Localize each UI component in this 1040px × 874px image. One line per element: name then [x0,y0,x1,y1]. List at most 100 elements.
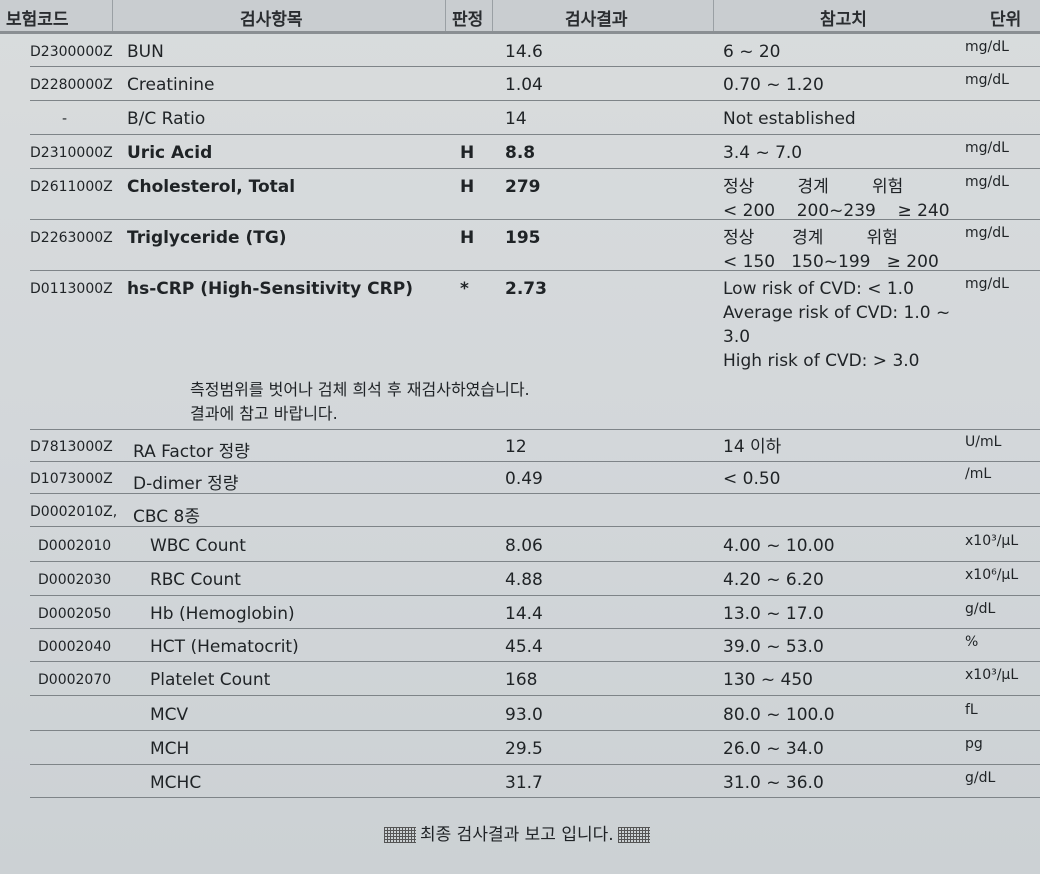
reference-line: Not established [723,109,856,129]
table-row: D0002070 Platelet Count 168 130 ~ 450 x10³/μ… [30,662,1040,696]
test-name: D-dimer 정량 [133,474,239,494]
test-code: D2263000Z [30,230,113,246]
header-unit: 단위 [990,10,1022,30]
test-code: D0002040 [38,638,112,655]
reference-line: Low risk of CVD: < 1.0 [723,279,914,299]
reference-range: 4.20 ~ 6.20 [723,568,824,592]
reference-range: 13.0 ~ 17.0 [723,602,824,626]
judgement-flag: H [460,143,475,163]
unit: g/dL [965,600,996,617]
unit: x10³/μL [965,667,1019,683]
reference-line: 4.20 ~ 6.20 [723,570,824,590]
note-line: 측정범위를 벗어나 검체 희석 후 재검사하였습니다. [190,380,530,399]
test-name: hs-CRP (High-Sensitivity CRP) [127,279,413,299]
test-name: MCV [150,704,189,725]
unit: pg [965,736,983,752]
unit: mg/dL [965,174,1009,190]
test-code: D2611000Z [30,179,113,195]
table-row: D2300000Z BUN 14.6 6 ~ 20 mg/dL [30,34,1040,67]
reference-line: 31.0 ~ 36.0 [723,772,824,793]
test-result: 0.49 [505,469,543,489]
table-row: D0002010Z, CBC 8종 [30,494,1040,527]
reference-range: < 0.50 [723,467,781,491]
table-row: D1073000Z D-dimer 정량 0.49 < 0.50/mL [30,462,1040,494]
reference-line: 6 ~ 20 [723,41,781,62]
test-code: D2280000Z [30,77,113,93]
hatch-mark-icon [384,827,416,843]
header-flag: 판정 [452,10,484,30]
unit: U/mL [965,434,1002,450]
header-item: 검사항목 [240,10,303,30]
unit: x10³/μL [965,532,1019,549]
judgement-flag: H [460,228,475,248]
test-result: 195 [505,228,541,248]
unit: fL [965,701,978,718]
test-result: 14.4 [505,603,543,624]
test-name: MCHC [150,772,202,793]
header-reference: 참고치 [820,10,867,30]
judgement-flag: H [460,177,475,197]
reference-range: 6 ~ 20 [723,40,781,64]
test-result: 29.5 [505,739,543,759]
test-name: WBC Count [150,535,246,556]
reference-range: 80.0 ~ 100.0 [723,703,835,727]
test-code: D1073000Z [30,471,113,487]
reference-line: Average risk of CVD: 1.0 ~ [723,303,951,323]
reference-line: 14 이하 [723,437,782,457]
test-code: D0113000Z [30,281,113,297]
test-code: D0002010 [38,537,112,554]
reference-range: 정상 경계 위험 < 150 150~199 ≥ 200 [723,226,939,274]
test-code: D0002070 [38,672,112,688]
reference-line: 80.0 ~ 100.0 [723,704,835,725]
unit: mg/dL [965,140,1009,156]
unit: % [965,633,979,650]
reference-line: 13.0 ~ 17.0 [723,603,824,624]
footer-text: 최종 검사결과 보고 입니다. [420,825,614,845]
reference-line: 3.4 ~ 7.0 [723,143,803,163]
table-row: D0002040 HCT (Hematocrit) 45.4 39.0 ~ 53.0% [30,629,1040,662]
reference-line: 4.00 ~ 10.00 [723,535,835,556]
test-code: D2300000Z [30,43,113,60]
reference-line: High risk of CVD: > 3.0 [723,351,920,371]
reference-range: 31.0 ~ 36.0 [723,771,824,795]
test-name: Cholesterol, Total [127,177,296,197]
judgement-flag: * [460,279,469,299]
unit: g/dL [965,769,996,786]
table-row: D2310000Z Uric Acid H 8.8 3.4 ~ 7.0 mg/dL [30,135,1040,169]
unit: mg/dL [965,72,1009,88]
table-header: 보험코드 검사항목 판정 검사결과 참고치 단위 [0,0,1040,34]
test-result: 2.73 [505,279,547,299]
reference-line: 26.0 ~ 34.0 [723,739,824,759]
test-code: D0002030 [38,572,112,588]
reference-line: < 150 150~199 ≥ 200 [723,252,939,272]
test-result: 14.6 [505,41,543,62]
test-result: 168 [505,670,538,690]
test-code: D2310000Z [30,145,113,161]
reference-range: 26.0 ~ 34.0 [723,737,824,761]
reference-range: 0.70 ~ 1.20 [723,73,824,97]
table-row: D0002050 Hb (Hemoglobin) 14.4 13.0 ~ 17.0 g/… [30,596,1040,629]
reference-range: 정상 경계 위험 < 200 200~239 ≥ 240 [723,175,950,223]
test-name: Hb (Hemoglobin) [150,603,295,624]
test-result: 31.7 [505,772,543,793]
hatch-mark-icon [617,827,650,843]
test-result: 14 [505,109,527,129]
table-row: MCH 29.5 26.0 ~ 34.0 pg [30,731,1040,765]
test-name: RBC Count [150,570,241,590]
test-name: Uric Acid [127,143,213,163]
reference-line: 39.0 ~ 53.0 [723,636,824,657]
reference-range: 130 ~ 450 [723,668,813,692]
test-result: 12 [505,437,527,457]
unit: mg/dL [965,38,1009,55]
reference-range: 39.0 ~ 53.0 [723,635,824,659]
reference-line: < 200 200~239 ≥ 240 [723,201,950,221]
table-row: MCHC 31.7 31.0 ~ 36.0 g/dL [30,765,1040,798]
test-name: Platelet Count [150,670,271,690]
dilution-note: 측정범위를 벗어나 검체 희석 후 재검사하였습니다. 결과에 참고 바랍니다. [190,378,530,426]
test-name: MCH [150,739,190,759]
test-result: 93.0 [505,704,543,725]
test-name: B/C Ratio [127,109,206,129]
final-report-footer: 최종 검사결과 보고 입니다. [380,820,654,845]
test-result: 45.4 [505,636,543,657]
reference-line: 정상 경계 위험 [723,177,904,197]
